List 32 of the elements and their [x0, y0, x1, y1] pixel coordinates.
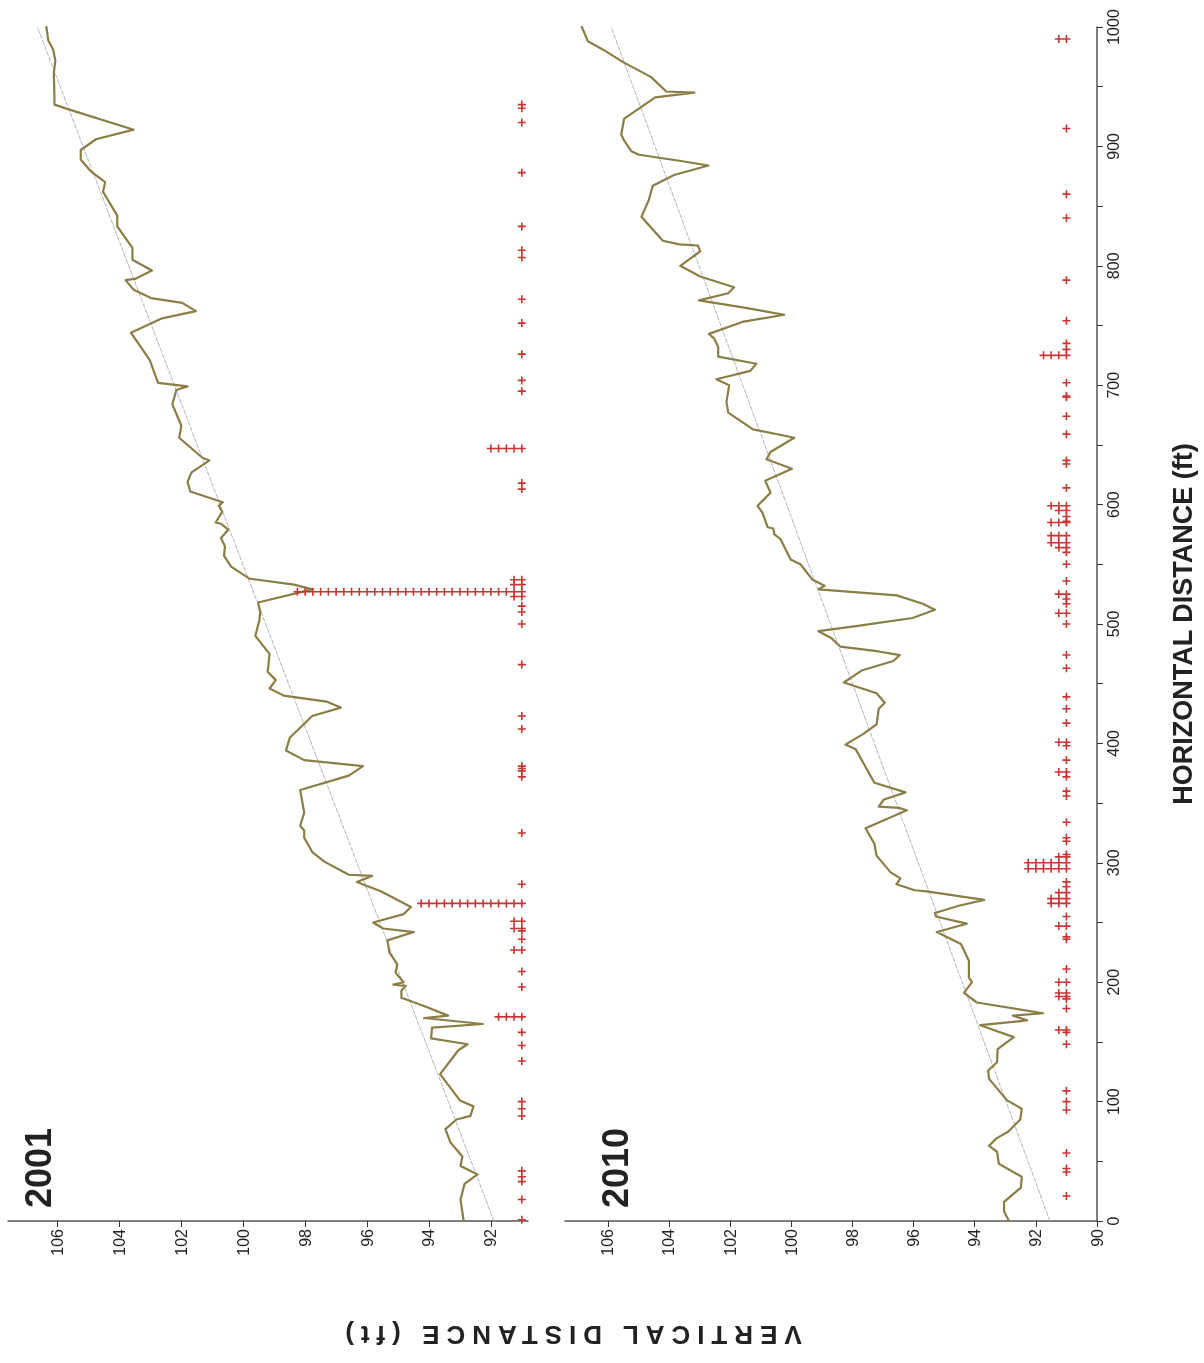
y-axis-title: HORIZONTAL DISTANCE (ft) — [1167, 443, 1198, 805]
y-tick-label: 900 — [1104, 132, 1122, 160]
x-tick-label: 106 — [599, 1228, 617, 1256]
y-tick-label: 500 — [1104, 610, 1122, 638]
x-tick-label: 98 — [843, 1228, 861, 1247]
x-tick-label: 96 — [358, 1228, 376, 1247]
x-tick-label: 100 — [782, 1228, 800, 1256]
y-tick-label: 400 — [1104, 729, 1122, 757]
x-tick-label: 100 — [234, 1228, 252, 1256]
x-tick-label: 104 — [110, 1228, 128, 1256]
x-tick-label: 98 — [296, 1228, 314, 1247]
x-tick-label: 94 — [420, 1228, 438, 1247]
y-tick-label: 600 — [1104, 491, 1122, 518]
y-tick-label: 0 — [1104, 1216, 1122, 1226]
text: 2001 — [17, 1127, 59, 1209]
y-tick-label: 700 — [1104, 371, 1122, 399]
x-tick-label: 102 — [172, 1228, 190, 1256]
y-tick-label: 100 — [1104, 1088, 1122, 1115]
x-tick-label: 92 — [482, 1228, 500, 1247]
y-tick-label: 800 — [1104, 252, 1122, 280]
x-tick-label: 90 — [1088, 1228, 1106, 1247]
x-tick-label: 94 — [966, 1228, 984, 1247]
x-tick-label: 96 — [905, 1228, 923, 1247]
x-tick-label: 92 — [1027, 1228, 1045, 1247]
y-tick-label: 300 — [1104, 849, 1122, 877]
y-tick-label: 200 — [1104, 968, 1122, 996]
text: 2010 — [594, 1127, 636, 1209]
x-tick-label: 104 — [660, 1228, 678, 1256]
y-tick-label: 1000 — [1104, 9, 1122, 45]
x-axis-title: VERTICAL DISTANCE (ft) — [337, 1319, 803, 1352]
x-tick-label: 102 — [721, 1228, 739, 1256]
x-tick-label: 106 — [49, 1228, 67, 1256]
